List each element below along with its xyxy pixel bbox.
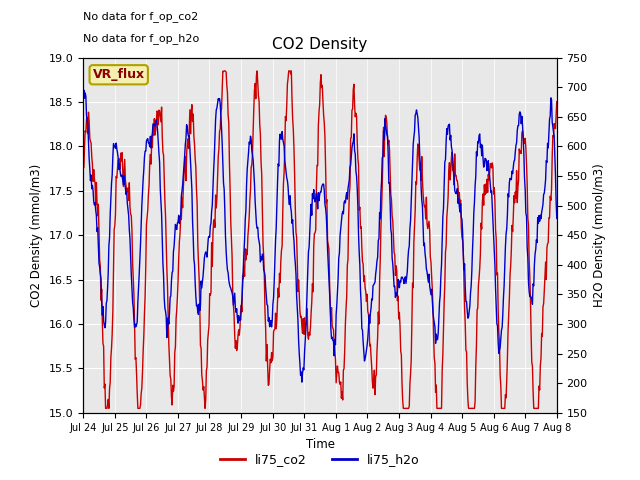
Text: VR_flux: VR_flux [93,68,145,81]
Text: No data for f_op_co2: No data for f_op_co2 [83,12,198,23]
X-axis label: Time: Time [305,438,335,451]
Legend: li75_co2, li75_h2o: li75_co2, li75_h2o [215,448,425,471]
Title: CO2 Density: CO2 Density [273,37,367,52]
Y-axis label: H2O Density (mmol/m3): H2O Density (mmol/m3) [593,163,606,307]
Y-axis label: CO2 Density (mmol/m3): CO2 Density (mmol/m3) [30,164,43,307]
Text: No data for f_op_h2o: No data for f_op_h2o [83,33,200,44]
